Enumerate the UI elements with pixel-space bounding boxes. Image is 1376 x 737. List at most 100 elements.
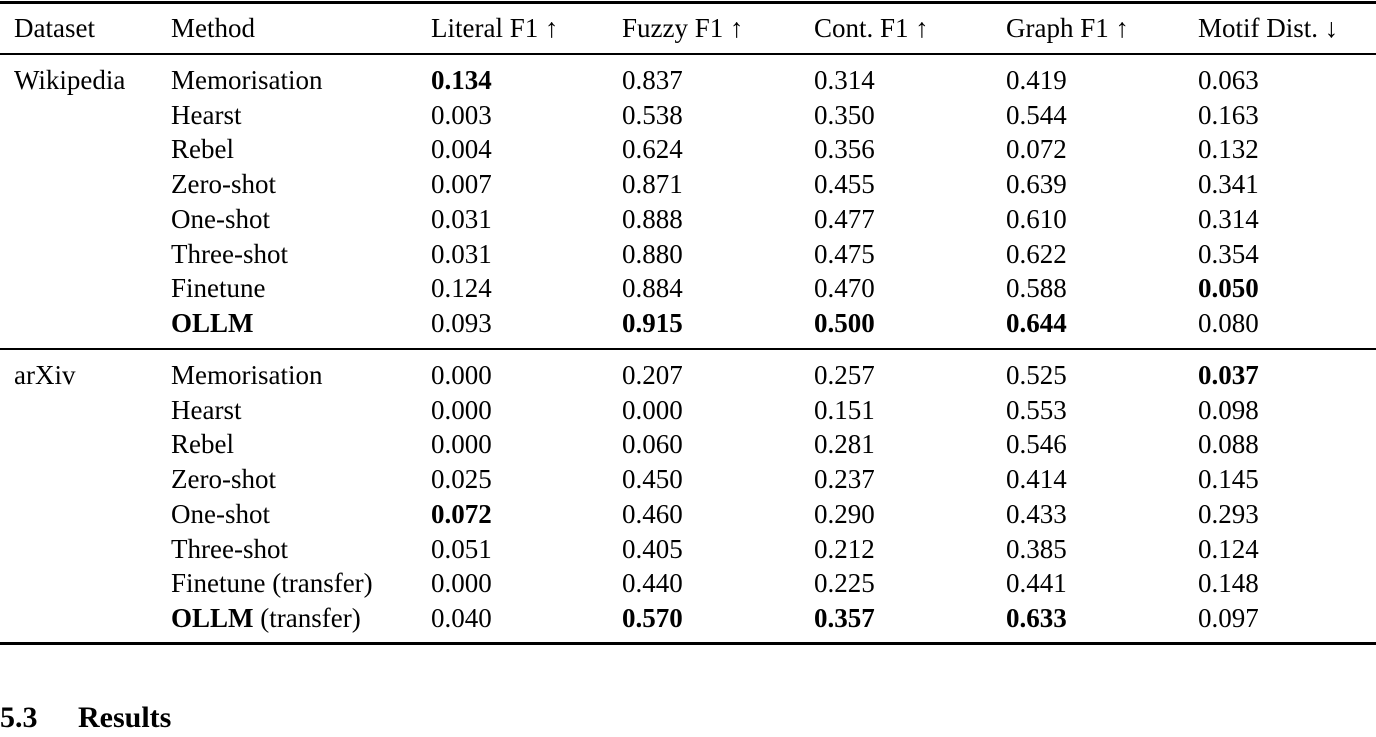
metric-value: 0.546	[1006, 429, 1067, 459]
method-label: Hearst	[171, 393, 241, 427]
metric-value: 0.000	[431, 429, 492, 459]
metric-value: 0.350	[814, 100, 875, 130]
metric-value: 0.314	[814, 65, 875, 95]
method-label: Rebel	[171, 427, 234, 461]
metric-value: 0.281	[814, 429, 875, 459]
metric-value: 0.354	[1198, 239, 1259, 269]
metric-value: 0.385	[1006, 534, 1067, 564]
metric-value: 0.441	[1006, 568, 1067, 598]
metric-value: 0.132	[1198, 134, 1259, 164]
metric-value: 0.163	[1198, 100, 1259, 130]
metric-value: 0.644	[1006, 308, 1067, 338]
method-label: Three-shot	[171, 237, 288, 271]
method-name: One-shot	[171, 499, 270, 529]
method-label: Zero-shot	[171, 462, 276, 496]
method-suffix: (transfer)	[253, 603, 361, 633]
metric-value: 0.290	[814, 499, 875, 529]
column-header: Method	[171, 13, 255, 43]
method-label: Three-shot	[171, 532, 288, 566]
metric-value: 0.588	[1006, 273, 1067, 303]
method-label: Finetune (transfer)	[171, 566, 373, 600]
method-label: Memorisation	[171, 358, 322, 392]
metric-value: 0.544	[1006, 100, 1067, 130]
metric-value: 0.460	[622, 499, 683, 529]
method-label: OLLM	[171, 306, 254, 340]
method-name: Zero-shot	[171, 464, 276, 494]
metric-value: 0.639	[1006, 169, 1067, 199]
metric-value: 0.837	[622, 65, 683, 95]
method-label: Finetune	[171, 271, 266, 305]
method-label: Rebel	[171, 132, 234, 166]
metric-value: 0.475	[814, 239, 875, 269]
bottom-rule	[0, 642, 1376, 645]
column-header: Cont. F1 ↑	[814, 13, 929, 43]
column-header: Literal F1 ↑	[431, 13, 559, 43]
method-name: Zero-shot	[171, 169, 276, 199]
metric-value: 0.050	[1198, 273, 1259, 303]
metric-value: 0.025	[431, 464, 492, 494]
method-label: One-shot	[171, 202, 270, 236]
metric-value: 0.440	[622, 568, 683, 598]
top-rule	[0, 1, 1376, 4]
metric-value: 0.237	[814, 464, 875, 494]
metric-value: 0.405	[622, 534, 683, 564]
metric-value: 0.037	[1198, 360, 1259, 390]
metric-value: 0.000	[431, 360, 492, 390]
metric-value: 0.098	[1198, 395, 1259, 425]
metric-value: 0.097	[1198, 603, 1259, 633]
metric-value: 0.624	[622, 134, 683, 164]
metric-value: 0.145	[1198, 464, 1259, 494]
method-name: Memorisation	[171, 65, 323, 95]
metric-value: 0.000	[431, 568, 492, 598]
method-name: Finetune	[171, 273, 266, 303]
metric-value: 0.470	[814, 273, 875, 303]
group-divider-rule	[0, 348, 1376, 350]
section-title: Results	[78, 701, 172, 734]
method-name: Hearst	[171, 395, 242, 425]
method-name: One-shot	[171, 204, 270, 234]
metric-value: 0.450	[622, 464, 683, 494]
metric-value: 0.063	[1198, 65, 1259, 95]
metric-value: 0.871	[622, 169, 683, 199]
method-name: Three-shot	[171, 534, 288, 564]
metric-value: 0.093	[431, 308, 492, 338]
metric-value: 0.124	[431, 273, 492, 303]
metric-value: 0.207	[622, 360, 683, 390]
metric-value: 0.633	[1006, 603, 1067, 633]
metric-value: 0.134	[431, 65, 492, 95]
method-name: Three-shot	[171, 239, 288, 269]
dataset-label: arXiv	[14, 360, 76, 390]
metric-value: 0.538	[622, 100, 683, 130]
metric-value: 0.124	[1198, 534, 1259, 564]
header-rule	[0, 53, 1376, 55]
method-name: Rebel	[171, 134, 234, 164]
metric-value: 0.570	[622, 603, 683, 633]
metric-value: 0.414	[1006, 464, 1067, 494]
method-name: Hearst	[171, 100, 242, 130]
metric-value: 0.051	[431, 534, 492, 564]
column-header: Fuzzy F1 ↑	[622, 13, 744, 43]
metric-value: 0.007	[431, 169, 492, 199]
metric-value: 0.341	[1198, 169, 1259, 199]
metric-value: 0.553	[1006, 395, 1067, 425]
method-label: Memorisation	[171, 63, 322, 97]
method-name-bold: OLLM	[171, 603, 254, 633]
metric-value: 0.225	[814, 568, 875, 598]
dataset-label: Wikipedia	[14, 65, 126, 95]
method-label: Zero-shot	[171, 167, 276, 201]
metric-value: 0.419	[1006, 65, 1067, 95]
metric-value: 0.148	[1198, 568, 1259, 598]
column-header: Dataset	[14, 13, 95, 43]
metric-value: 0.040	[431, 603, 492, 633]
metric-value: 0.072	[1006, 134, 1067, 164]
metric-value: 0.000	[622, 395, 683, 425]
metric-value: 0.888	[622, 204, 683, 234]
metric-value: 0.314	[1198, 204, 1259, 234]
metric-value: 0.257	[814, 360, 875, 390]
metric-value: 0.433	[1006, 499, 1067, 529]
metric-value: 0.000	[431, 395, 492, 425]
metric-value: 0.884	[622, 273, 683, 303]
metric-value: 0.880	[622, 239, 683, 269]
method-label: OLLM (transfer)	[171, 601, 361, 635]
method-label: One-shot	[171, 497, 270, 531]
